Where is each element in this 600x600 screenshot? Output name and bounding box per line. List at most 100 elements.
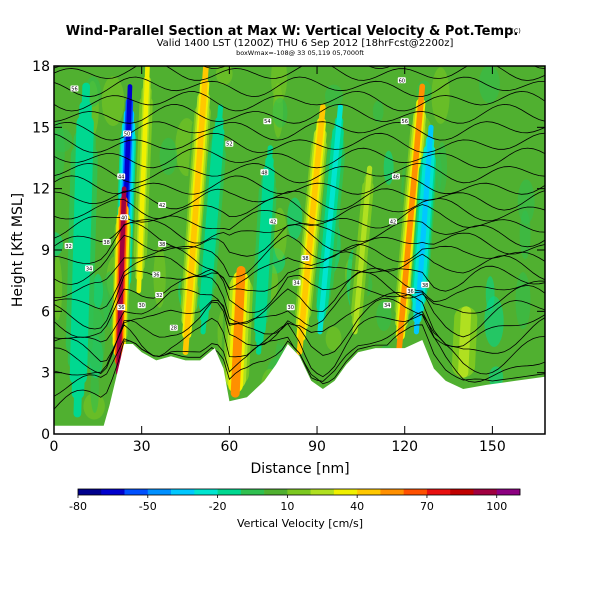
theta-contour <box>54 313 545 378</box>
colorbar-swatch <box>310 489 335 495</box>
field-patch <box>54 128 73 153</box>
contour-label-bg <box>269 218 278 225</box>
y-tick-label: 15 <box>32 120 50 136</box>
contour-label-bg <box>301 255 310 262</box>
theta-contours <box>54 66 545 410</box>
contour-label: 32 <box>156 293 162 299</box>
velocity-band-layer <box>200 104 224 335</box>
velocity-band-layer <box>396 83 426 356</box>
colorbar-swatch <box>450 489 474 495</box>
field-patch <box>271 66 288 103</box>
contour-label: 48 <box>261 170 267 176</box>
field-patch <box>488 366 504 388</box>
theta-contour <box>54 271 545 338</box>
colorbar-tick-label: 100 <box>486 500 507 513</box>
colorbar-swatch <box>333 489 358 495</box>
colorbar-tick-label: -80 <box>69 500 87 513</box>
x-tick-label: 90 <box>308 439 326 455</box>
field-patch <box>372 100 384 123</box>
velocity-band-layer <box>458 306 472 378</box>
colorbar-swatch <box>124 489 149 495</box>
contour-label-bg <box>158 240 167 247</box>
field-patch <box>159 137 178 176</box>
colorbar-swatch <box>147 489 172 495</box>
field-patch <box>90 366 99 413</box>
contour-label: 42 <box>270 219 276 225</box>
field-patch <box>485 276 495 312</box>
contour-label-bg <box>64 242 73 249</box>
contour-label-bg <box>391 173 400 180</box>
y-axis-label: Height [Kft MSL] <box>10 193 26 307</box>
contour-label-bg <box>406 287 415 294</box>
velocity-band-layer <box>136 66 150 294</box>
colorbar-swatch <box>357 489 381 495</box>
theta-contour <box>54 222 545 264</box>
x-axis: 0 30 60 90 120 150 <box>50 66 506 455</box>
contour-label: 38 <box>302 256 308 262</box>
colorbar-swatch <box>496 489 521 495</box>
velocity-band <box>220 265 256 398</box>
field-patch <box>215 66 233 86</box>
velocity-band-layer <box>317 104 343 335</box>
y-tick-label: 3 <box>41 366 50 382</box>
field-patch <box>272 97 288 128</box>
colorbar-tick-label: 40 <box>350 500 364 513</box>
colorbar-swatch <box>171 489 195 495</box>
contour-label: 44 <box>118 174 124 180</box>
colorbar-swatch <box>78 489 102 495</box>
contour-label-bg <box>225 140 234 147</box>
contour-label: 36 <box>407 289 413 295</box>
contour-label: 42 <box>159 203 165 209</box>
contour-label: 40 <box>121 215 127 221</box>
colorbar-tick-label: 70 <box>420 500 434 513</box>
colorbar-swatch <box>380 489 404 495</box>
colorbar-label: Vertical Velocity [cm/s] <box>237 517 363 530</box>
contour-label: 34 <box>293 281 299 287</box>
contour-label: 28 <box>171 326 177 332</box>
chart-title: Wind-Parallel Section at Max W: Vertical… <box>66 24 519 39</box>
contour-label-bg <box>169 324 178 331</box>
contour-label: 36 <box>153 273 159 279</box>
y-tick-label: 12 <box>32 182 50 198</box>
y-tick-label: 18 <box>32 59 50 75</box>
theta-contour <box>54 196 545 222</box>
theta-contour <box>54 234 545 285</box>
theta-contour <box>54 121 545 141</box>
field-patch <box>376 300 392 332</box>
x-tick-label: 150 <box>479 439 506 455</box>
theta-contour <box>54 90 545 112</box>
theta-contour <box>54 147 545 169</box>
chart-subtitle-2: boxWmax=-108@ 33 05,119 05,7000ft <box>236 49 364 57</box>
field-patch <box>54 256 63 321</box>
colorbar-frame <box>77 488 521 496</box>
colorbar: -80 -50 -20 10 40 70 100 <box>69 488 521 513</box>
contour-label: 56 <box>402 119 408 125</box>
colorbar-tick-label: 10 <box>280 500 294 513</box>
theta-contour <box>54 162 545 184</box>
contour-label-bg <box>286 304 295 311</box>
y-tick-label: 9 <box>41 243 50 259</box>
velocity-band-layer <box>296 104 326 356</box>
velocity-band <box>179 66 212 356</box>
contour-label-bg <box>421 281 430 288</box>
colorbar-swatch <box>101 489 125 495</box>
velocity-band <box>393 83 428 356</box>
velocity-band <box>410 124 437 335</box>
theta-contour <box>54 132 545 154</box>
colorbar-swatch <box>217 489 242 495</box>
contour-label-bg <box>263 118 272 125</box>
contour-label-bg <box>155 291 164 298</box>
velocity-band-layer <box>182 66 209 356</box>
theta-contour <box>54 76 545 98</box>
contour-label-bg <box>117 304 126 311</box>
theta-contour <box>54 188 545 211</box>
contour-label: 52 <box>226 142 232 148</box>
colorbar-swatch <box>194 489 218 495</box>
x-tick-label: 0 <box>50 439 59 455</box>
velocity-band-layer <box>73 82 91 418</box>
contour-label: 50 <box>124 131 130 137</box>
field-patch <box>517 179 535 225</box>
theta-contour <box>54 310 545 397</box>
